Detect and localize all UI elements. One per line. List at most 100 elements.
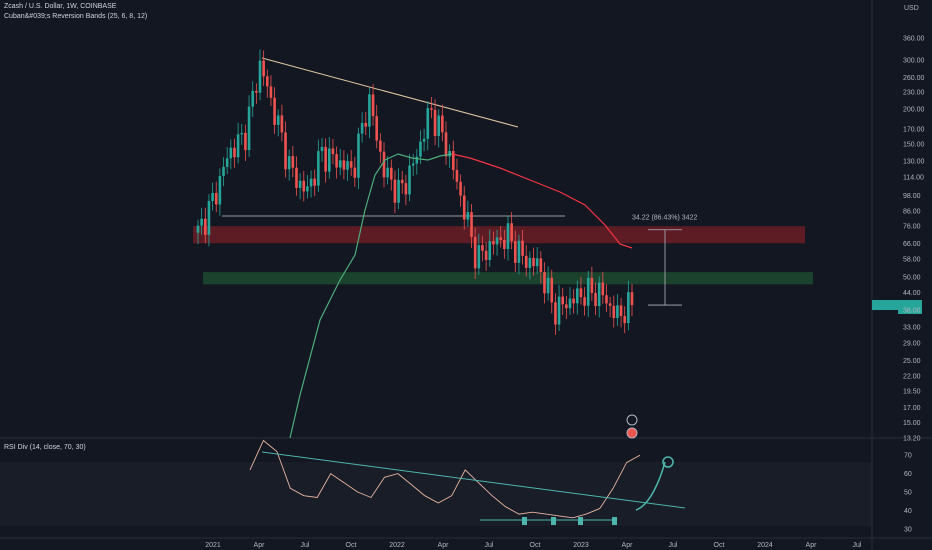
candle-body <box>222 166 225 176</box>
candle-body <box>225 158 229 167</box>
candle-body <box>291 156 295 168</box>
time-axis-label: Apr <box>806 542 818 549</box>
candle-body <box>280 115 284 133</box>
resistance-zone <box>193 226 805 244</box>
rsi-axis-tick: 40 <box>904 508 912 515</box>
candle-body <box>521 240 524 256</box>
time-axis-label: 2022 <box>389 542 405 549</box>
candle-body <box>437 115 441 136</box>
candle-body <box>309 178 313 187</box>
price-axis-tick: 15.00 <box>903 420 921 427</box>
time-axis-label: Apr <box>254 542 266 549</box>
candle-body <box>572 298 575 304</box>
candle-body <box>517 240 521 263</box>
candle-body <box>324 146 327 172</box>
candle-body <box>327 148 331 172</box>
candle-body <box>627 292 630 324</box>
candle-body <box>630 292 634 306</box>
price-axis-tick: 50.00 <box>903 274 921 281</box>
price-axis-tick: 38.00 <box>903 308 921 315</box>
rsi-legend[interactable]: RSI Div (14, close, 70, 30) <box>4 444 86 451</box>
rsi-projection <box>635 461 666 511</box>
candle-body <box>273 97 276 125</box>
candle-body <box>426 108 430 139</box>
candle-body <box>477 245 481 269</box>
time-axis-label: Apr <box>438 542 450 549</box>
candle-body <box>368 94 371 127</box>
candle-body <box>338 160 342 168</box>
price-axis-tick: 200.00 <box>903 107 925 114</box>
candle-body <box>605 295 608 304</box>
current-price-tag-extension <box>898 300 922 314</box>
price-axis-tick: 98.00 <box>903 193 921 200</box>
candle-body <box>561 296 565 305</box>
candle-body <box>211 192 214 201</box>
price-axis-tick: 66.00 <box>903 241 921 248</box>
price-axis-tick: 130.00 <box>903 159 925 166</box>
candle-body <box>236 134 240 158</box>
price-axis-currency: USD <box>904 5 919 12</box>
divergence-marker <box>522 517 527 525</box>
time-axis-label: Oct <box>530 542 541 549</box>
support-zone <box>203 272 813 285</box>
time-axis-label: Jul <box>853 542 862 549</box>
candle-body <box>601 282 605 296</box>
trendline <box>261 57 519 128</box>
candle-body <box>510 223 513 242</box>
candle-body <box>565 304 568 309</box>
candle-body <box>466 212 470 220</box>
time-axis-label: Apr <box>622 542 634 549</box>
divergence-marker <box>551 517 556 525</box>
rsi-axis-tick: 60 <box>904 471 912 478</box>
candle-body <box>284 132 287 170</box>
candle-body <box>492 241 495 245</box>
rsi-trendline <box>261 451 686 509</box>
candle-body <box>251 90 255 107</box>
price-axis-tick: 29.00 <box>903 340 921 347</box>
candle-body <box>200 218 203 226</box>
time-axis-label: 2021 <box>205 542 221 549</box>
candle-body <box>287 156 291 170</box>
candle-body <box>415 156 419 164</box>
indicator-legend[interactable]: Cuban&#039;s Reversion Bands (25, 6, 8, … <box>4 13 148 20</box>
symbol-legend[interactable]: Zcash / U.S. Dollar, 1W, COINBASE <box>4 3 117 10</box>
candle-body <box>495 237 499 245</box>
candle-body <box>481 245 484 251</box>
candle-body <box>473 236 477 269</box>
divergence-marker <box>612 517 617 525</box>
candle-body <box>379 140 382 152</box>
price-axis-tick: 44.00 <box>903 290 921 297</box>
candle-body <box>586 277 590 306</box>
rsi-axis-tick: 50 <box>904 490 912 497</box>
candle-body <box>382 151 386 178</box>
candle-body <box>375 116 379 141</box>
candle-body <box>353 167 357 178</box>
candle-body <box>349 161 353 168</box>
time-axis-label: Oct <box>714 542 725 549</box>
candle-body <box>575 288 579 304</box>
candle-body <box>535 258 539 267</box>
candle-body <box>258 60 262 93</box>
candle-body <box>302 180 306 192</box>
candle-body <box>623 316 627 324</box>
price-axis-tick: 58.00 <box>903 256 921 263</box>
candle-body <box>408 165 411 195</box>
candle-body <box>386 167 389 178</box>
candle-body <box>422 138 426 142</box>
candle-body <box>262 60 265 77</box>
measure-label: 34.22 (86.43%) 3422 <box>632 215 697 222</box>
candle-body <box>320 146 324 152</box>
candle-body <box>462 195 466 220</box>
candle-body <box>503 239 506 250</box>
time-axis-label: 2024 <box>757 542 773 549</box>
rsi-line <box>249 439 641 519</box>
candle-body <box>455 169 459 182</box>
moving-average-line <box>289 153 453 439</box>
candle-body <box>532 257 535 267</box>
lightning-icon <box>626 414 638 426</box>
candle-body <box>397 179 400 203</box>
time-axis-label: 2023 <box>573 542 589 549</box>
candle-body <box>488 241 492 260</box>
